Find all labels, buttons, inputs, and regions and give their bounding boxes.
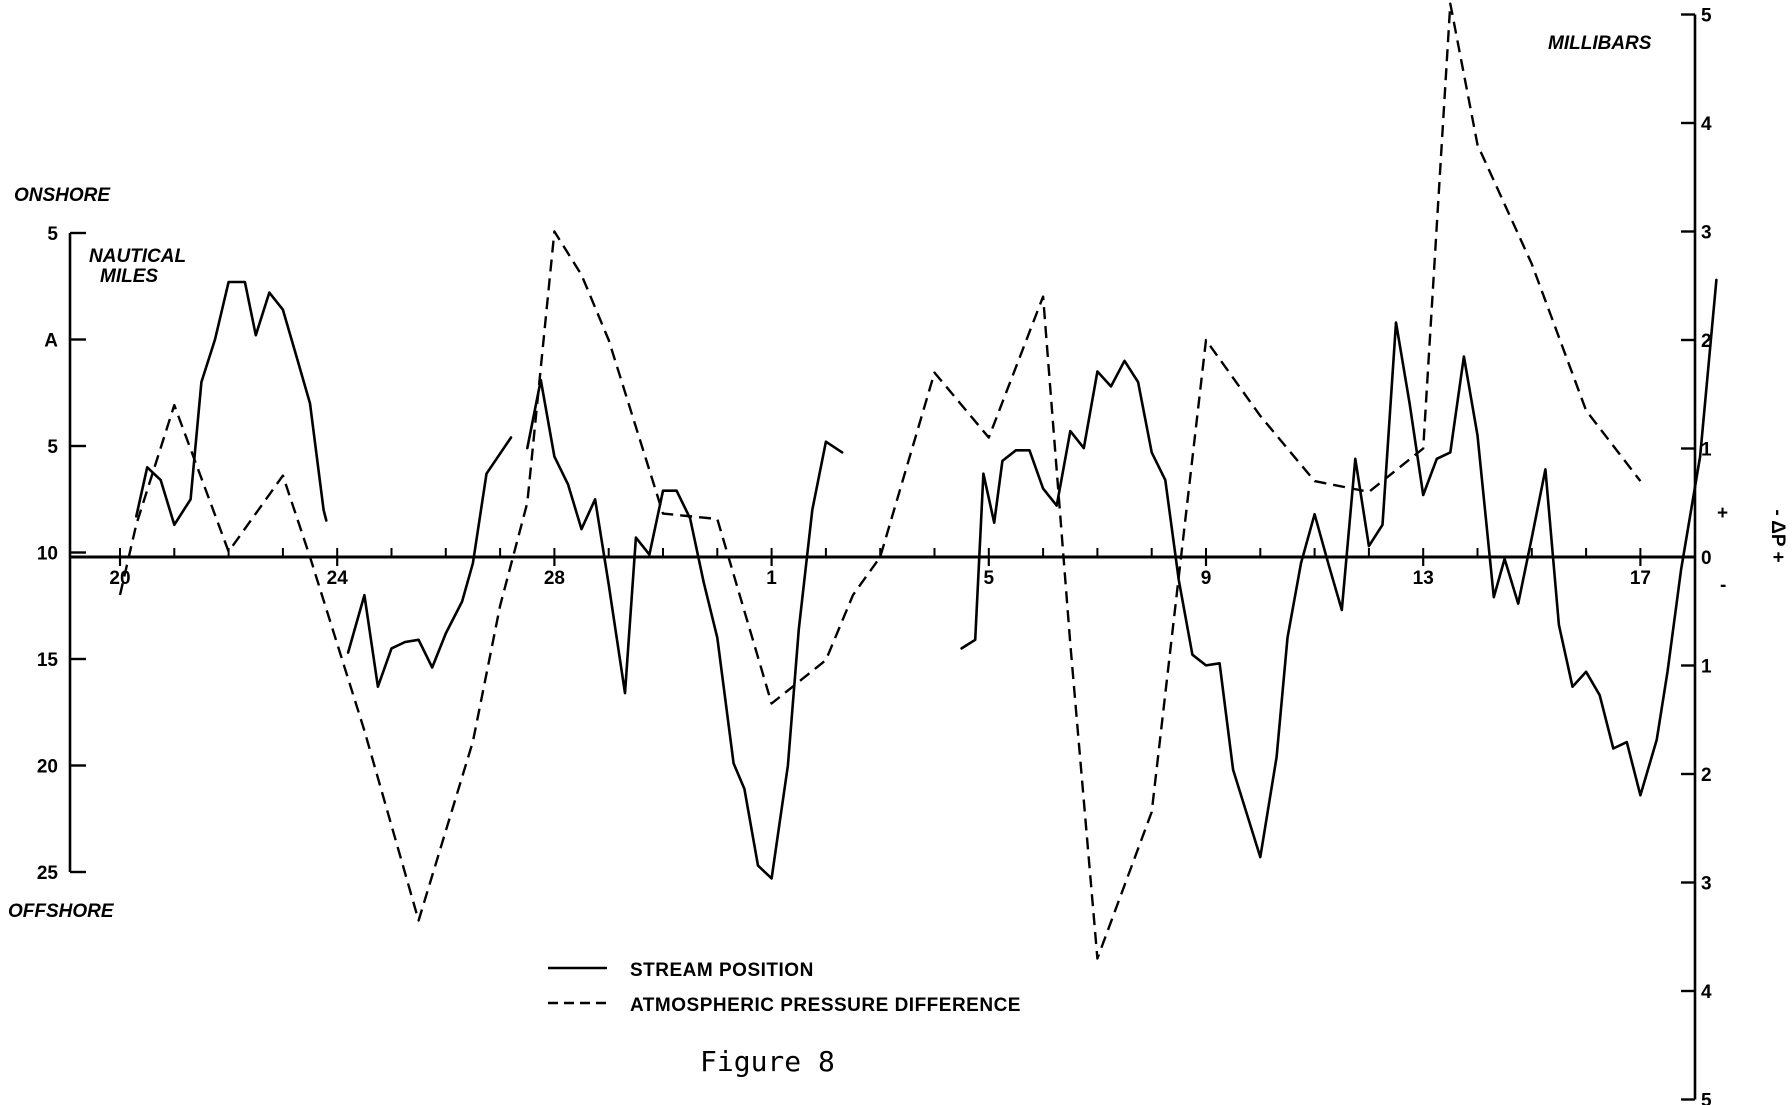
x-axis-tick-label: 9 [1201, 568, 1212, 589]
x-axis-tick-label: 1 [766, 568, 777, 589]
nautical-label-line-2: MILES [100, 266, 158, 287]
left-axis-tick-label: 10 [37, 544, 58, 565]
stream-position-line [526, 378, 844, 880]
x-axis-tick-label: 13 [1413, 568, 1434, 589]
left-axis-tick-label: 25 [37, 863, 59, 884]
legend-label-pressure-difference: ATMOSPHERIC PRESSURE DIFFERENCE [630, 995, 1021, 1016]
left-axis-tick-label: 15 [37, 650, 59, 671]
x-axis-tick-label: 28 [544, 568, 565, 589]
offshore-label: OFFSHORE [8, 901, 115, 922]
stream-position-line [960, 278, 1718, 859]
right-axis-tick-label: 4 [1701, 982, 1712, 1003]
x-axis-tick-label: 5 [984, 568, 995, 589]
onshore-label: ONSHORE [14, 185, 111, 206]
left-axis-tick-label: 5 [47, 224, 58, 245]
right-axis-tick-label: 5 [1701, 1091, 1712, 1105]
right-axis-plus-sign: + [1717, 503, 1728, 524]
right-axis-tick-label: 3 [1701, 874, 1712, 895]
nautical-miles-label: NAUTICAL MILES [89, 246, 186, 287]
legend-label-stream-position: STREAM POSITION [630, 960, 814, 981]
x-axis-tick-label: 20 [109, 568, 130, 589]
left-axis-tick-label: A [44, 331, 58, 352]
delta-p-side-mark: - ΔP + [1767, 509, 1788, 562]
left-axis-tick-label: 5 [47, 437, 58, 458]
millibars-label: MILLIBARS [1548, 33, 1652, 54]
right-axis-tick-label: 2 [1701, 331, 1712, 352]
legend: STREAM POSITION ATMOSPHERIC PRESSURE DIF… [548, 960, 1021, 1016]
stream-position-line [135, 280, 328, 527]
pressure-difference-line [118, 2, 1642, 960]
left-axis-tick-label: 20 [37, 757, 58, 778]
right-axis-tick-label: 1 [1701, 657, 1712, 678]
right-axis-tick-label: 4 [1701, 114, 1712, 135]
nautical-label-line-1: NAUTICAL [89, 246, 186, 267]
series-layer [118, 2, 1718, 960]
x-axis-tick-label: 17 [1630, 568, 1651, 589]
right-axis-tick-label: 5 [1701, 6, 1712, 27]
right-axis-tick-label: 1 [1701, 440, 1712, 461]
figure-caption: Figure 8 [700, 1045, 835, 1078]
x-axis-tick-label: 24 [327, 568, 349, 589]
right-axis-minus-sign: - [1720, 575, 1726, 596]
right-axis-tick-label: 2 [1701, 765, 1712, 786]
stream-position-line [346, 436, 513, 688]
right-axis-tick-label: 0 [1701, 548, 1712, 569]
right-axis-tick-label: 3 [1701, 223, 1712, 244]
